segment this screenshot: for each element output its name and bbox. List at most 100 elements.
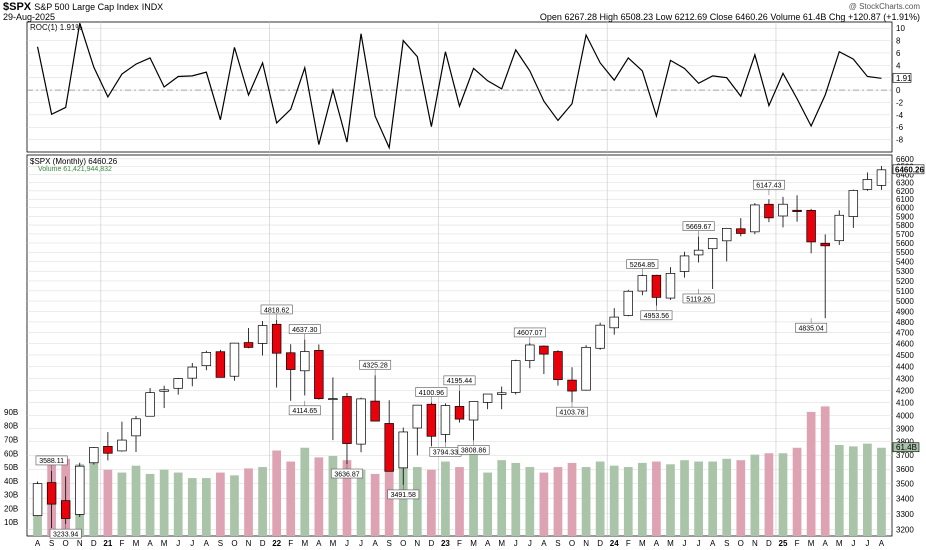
volume-bar	[300, 447, 310, 536]
annotation-label: 3588.11	[39, 458, 64, 465]
x-tick-label: J	[359, 539, 363, 548]
volume-bar	[525, 467, 535, 536]
price-tick-label: 4200	[896, 386, 914, 395]
annotation-box	[513, 327, 546, 338]
x-tick-label: M	[667, 539, 674, 548]
annotation-box	[359, 359, 392, 370]
volume-bar	[145, 473, 155, 536]
x-tick-label: M	[161, 539, 168, 548]
x-tick-label: A	[372, 539, 378, 548]
candle-body	[539, 345, 549, 355]
svg-text:61.4B: 61.4B	[896, 443, 917, 452]
annotation-label: 4835.04	[798, 326, 823, 333]
annotation-box	[682, 221, 715, 231]
price-tick-label: 4700	[896, 329, 914, 338]
annotation-label: 4103.78	[559, 409, 584, 416]
x-tick-label: F	[626, 539, 631, 548]
price-tick-label: 3400	[896, 495, 914, 504]
volume-bar	[666, 464, 675, 536]
price-tick-label: 4300	[896, 374, 914, 383]
x-tick-label: J	[514, 539, 518, 548]
annotation-box	[682, 293, 715, 304]
candle-body	[426, 403, 437, 437]
volume-bar	[370, 473, 380, 536]
roc-tick-label: -8	[896, 136, 904, 145]
candle-body	[806, 210, 816, 243]
annotation-label: 5119.26	[686, 296, 711, 303]
svg-text:1.91: 1.91	[896, 74, 912, 83]
x-tick-label: F	[795, 539, 800, 548]
candle-body	[103, 446, 113, 454]
chart-title: $SPX S&P 500 Large Cap Index INDX	[3, 1, 163, 13]
price-legend-text: $SPX (Monthly) 6460.26	[30, 157, 118, 166]
annotation-box	[457, 445, 490, 455]
candle-body	[32, 483, 43, 516]
roc-current-label: 1.91	[892, 73, 912, 83]
volume-bar	[877, 447, 886, 536]
volume-bar	[328, 456, 338, 536]
roc-panel: ROC(1) 1.91% 1086420-2-4-6-8 1.91	[26, 21, 912, 153]
volume-bar	[820, 406, 830, 536]
annotation-label: 4637.30	[292, 327, 317, 334]
roc-tick-label: -2	[896, 98, 904, 107]
annotation-box	[795, 322, 828, 333]
x-tick-label: O	[569, 539, 575, 548]
current-volume-label: 61.4B	[892, 442, 920, 452]
candle-body	[820, 242, 830, 247]
chg-label: Chg	[828, 12, 846, 22]
candle-body	[482, 393, 493, 403]
candle-body	[257, 325, 268, 344]
annotation-box	[49, 528, 82, 539]
x-tick-label: J	[865, 539, 869, 548]
candle-body	[848, 190, 859, 217]
annotation-label: 3233.94	[53, 531, 78, 538]
price-tick-label: 5300	[896, 267, 914, 276]
candle-body	[553, 351, 563, 381]
annotation-box	[640, 310, 673, 321]
chart-date: 29-Aug-2025	[3, 12, 56, 22]
candle-body	[496, 392, 507, 395]
volume-tick-label: 40B	[4, 477, 18, 486]
close-value: 6460.26	[735, 12, 768, 22]
annotation-label: 3794.33	[433, 450, 458, 457]
volume-bar	[230, 475, 239, 536]
volume-tick-label: 20B	[4, 504, 18, 513]
close-label: Close	[709, 12, 733, 22]
symbol: $SPX	[3, 1, 32, 13]
price-tick-label: 3200	[896, 526, 914, 535]
x-tick-label: N	[77, 539, 83, 548]
price-tick-label: 5700	[896, 230, 914, 239]
candle-body	[271, 323, 282, 354]
volume-bar	[216, 472, 225, 536]
annotation-label: 4114.65	[292, 408, 317, 415]
candle-body	[722, 228, 732, 242]
candle-body	[131, 418, 141, 437]
volume-label: Volume	[770, 12, 801, 22]
volume-bar	[694, 461, 703, 536]
volume-bar	[455, 467, 464, 536]
price-tick-label: 5200	[896, 277, 914, 286]
price-tick-label: 6600	[896, 155, 914, 164]
roc-panel-frame	[26, 21, 893, 153]
candle-body	[651, 274, 662, 298]
price-tick-label: 4100	[896, 399, 914, 408]
candle-body	[75, 465, 85, 515]
volume-bar	[567, 462, 577, 536]
x-tick-label: D	[91, 539, 97, 548]
volume-bar	[244, 468, 253, 536]
volume-bar	[117, 472, 127, 536]
exchange: INDX	[141, 2, 164, 12]
candle-body	[300, 351, 310, 372]
x-tick-label: 23	[441, 539, 450, 548]
annotation-label: 3636.87	[334, 471, 359, 478]
x-tick-label: D	[597, 539, 603, 548]
x-tick-label: S	[49, 539, 54, 548]
annotation-label: 3808.86	[461, 448, 486, 455]
volume-bar	[637, 462, 647, 536]
candle-body	[440, 405, 451, 435]
volume-bar	[778, 453, 788, 536]
candle-body	[314, 350, 324, 400]
annotation-label: 4953.56	[644, 313, 669, 320]
volume-bar	[834, 444, 844, 536]
volume-bar	[103, 469, 113, 536]
